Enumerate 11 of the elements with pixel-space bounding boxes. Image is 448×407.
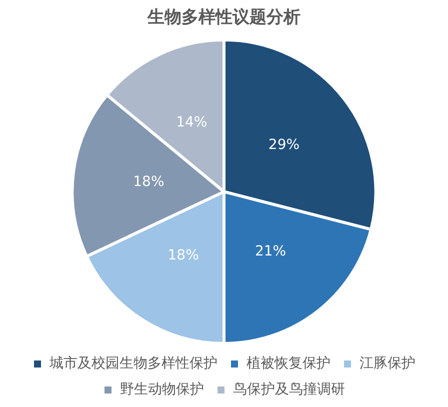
legend-label: 野生动物保护 xyxy=(120,382,204,398)
data-label: 14% xyxy=(176,114,208,131)
legend-label: 植被恢复保护 xyxy=(246,356,330,372)
legend-label: 城市及校园生物多样性保护 xyxy=(48,356,218,372)
data-label: 21% xyxy=(254,243,286,260)
chart-title: 生物多样性议题分析 xyxy=(146,8,300,28)
legend-label: 鸟保护及鸟撞调研 xyxy=(233,382,345,398)
data-label: 29% xyxy=(268,136,300,153)
legend-label: 江豚保护 xyxy=(360,356,416,372)
data-label: 18% xyxy=(168,247,199,264)
data-label: 18% xyxy=(133,174,164,190)
